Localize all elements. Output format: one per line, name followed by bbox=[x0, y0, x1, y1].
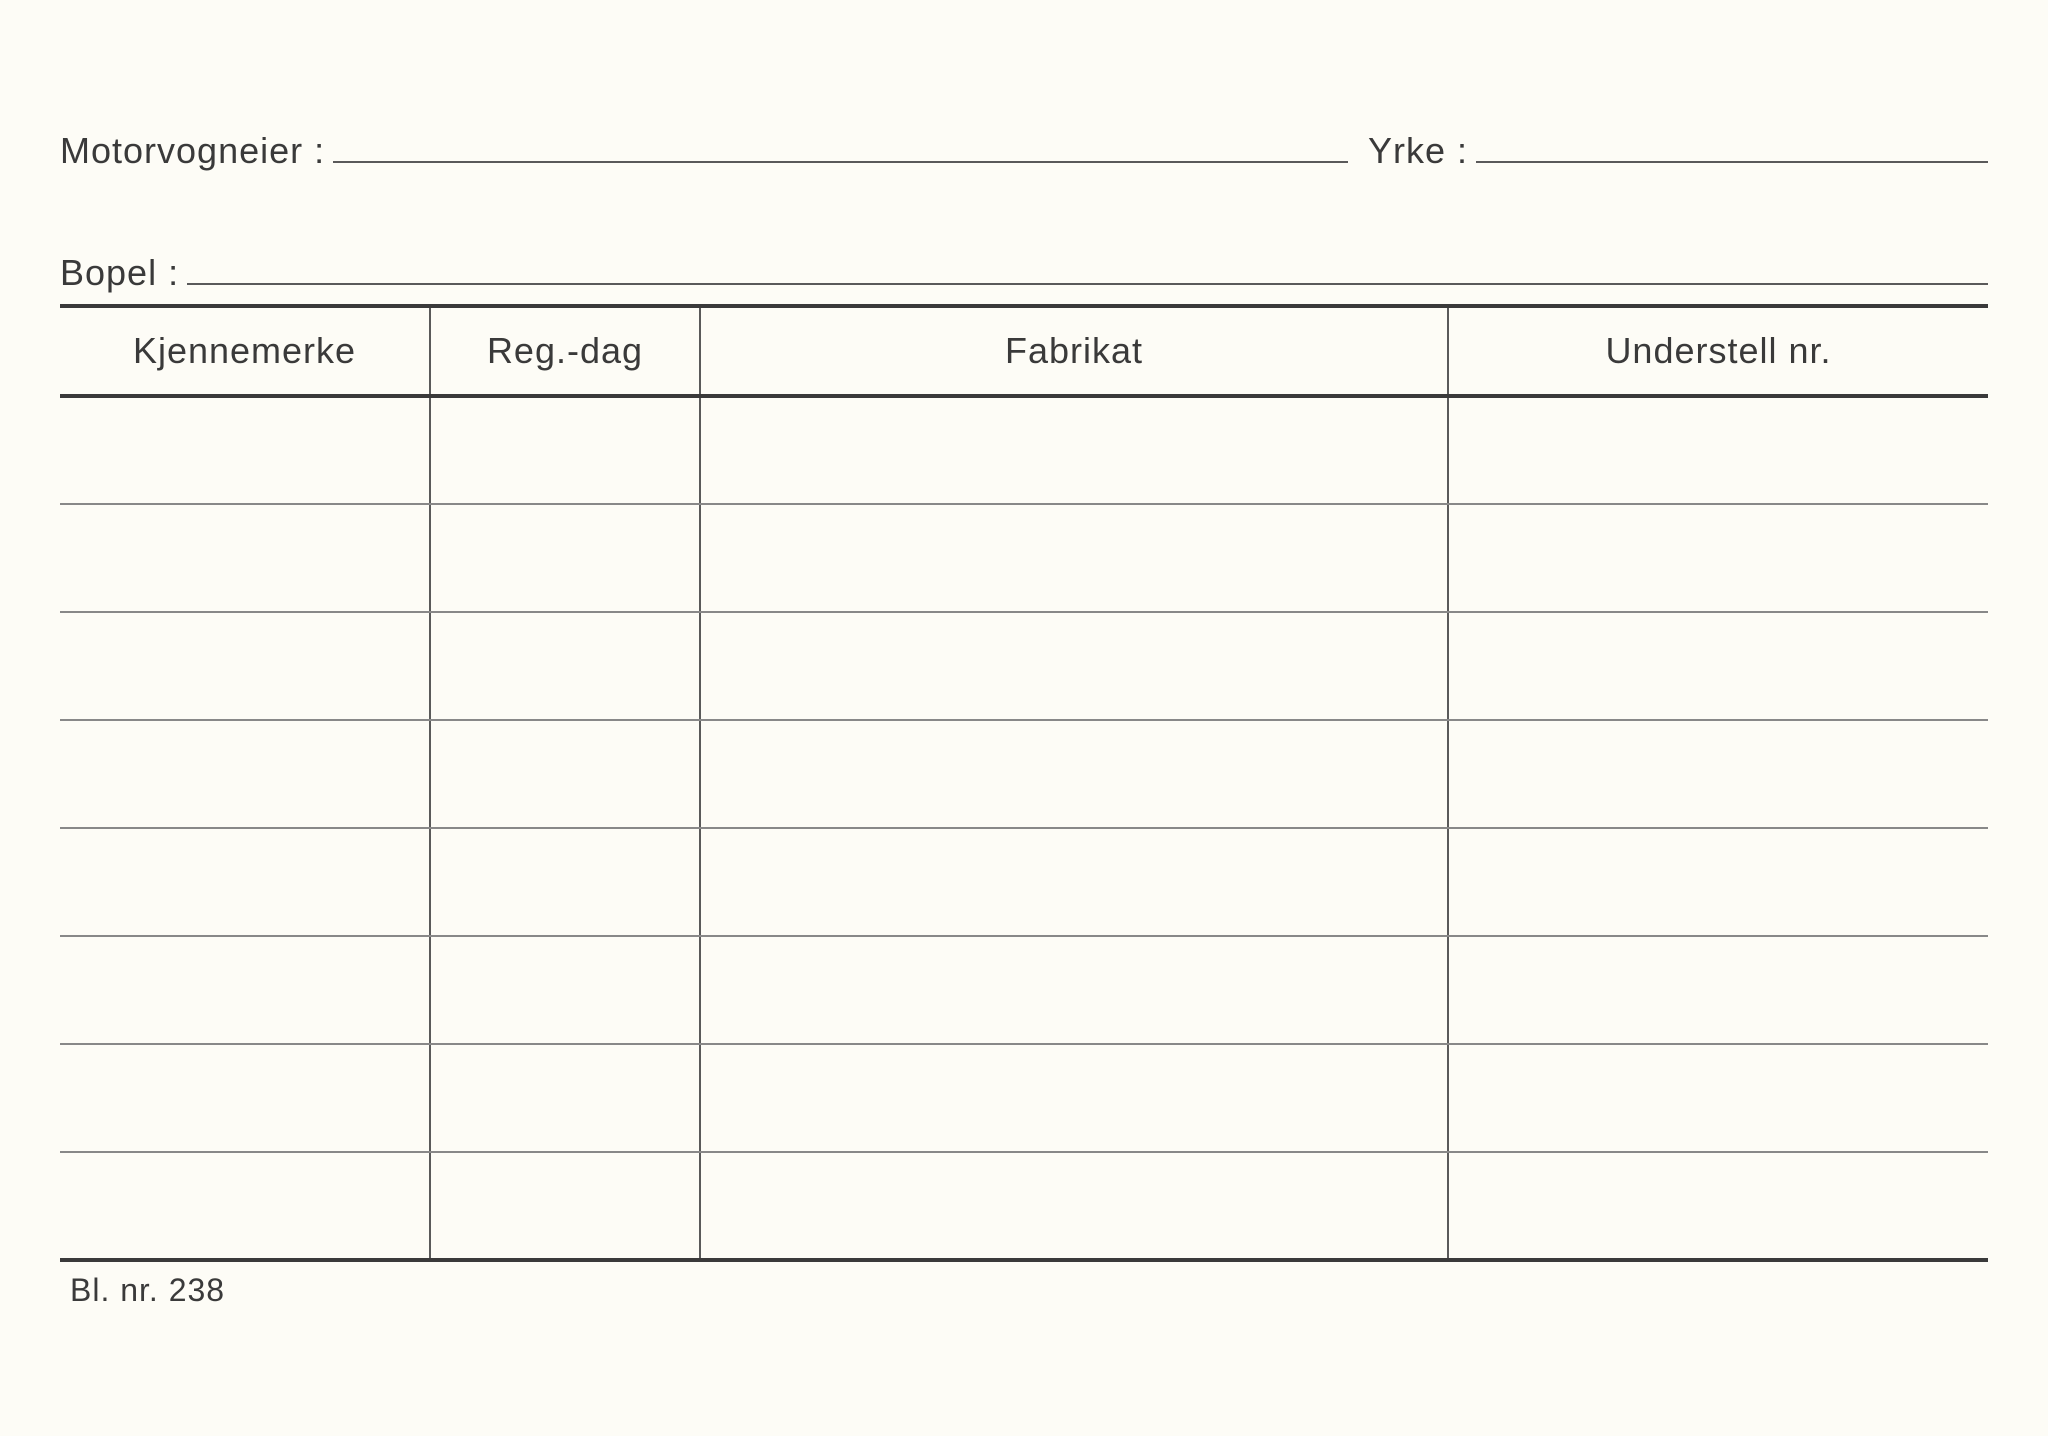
cell-understell bbox=[1448, 1152, 1988, 1260]
table-row bbox=[60, 504, 1988, 612]
col-header-regdag: Reg.-dag bbox=[430, 306, 700, 396]
col-header-kjennemerke: Kjennemerke bbox=[60, 306, 430, 396]
table-body bbox=[60, 396, 1988, 1260]
cell-kjennemerke bbox=[60, 504, 430, 612]
cell-kjennemerke bbox=[60, 1152, 430, 1260]
cell-fabrikat bbox=[700, 504, 1448, 612]
table-row bbox=[60, 612, 1988, 720]
cell-kjennemerke bbox=[60, 720, 430, 828]
cell-kjennemerke bbox=[60, 396, 430, 504]
cell-fabrikat bbox=[700, 1044, 1448, 1152]
cell-understell bbox=[1448, 936, 1988, 1044]
motorvogneier-label: Motorvogneier : bbox=[60, 130, 333, 172]
yrke-label: Yrke : bbox=[1368, 130, 1476, 172]
table-row bbox=[60, 828, 1988, 936]
cell-understell bbox=[1448, 828, 1988, 936]
motorvogneier-field: Motorvogneier : bbox=[60, 130, 1348, 172]
cell-regdag bbox=[430, 936, 700, 1044]
cell-regdag bbox=[430, 396, 700, 504]
cell-regdag bbox=[430, 1044, 700, 1152]
cell-understell bbox=[1448, 1044, 1988, 1152]
cell-fabrikat bbox=[700, 936, 1448, 1044]
cell-fabrikat bbox=[700, 396, 1448, 504]
cell-kjennemerke bbox=[60, 612, 430, 720]
table-row bbox=[60, 1044, 1988, 1152]
bopel-line bbox=[187, 257, 1988, 285]
table-row bbox=[60, 720, 1988, 828]
form-number: Bl. nr. 238 bbox=[70, 1272, 1988, 1309]
table-header-row: Kjennemerke Reg.-dag Fabrikat Understell… bbox=[60, 306, 1988, 396]
cell-understell bbox=[1448, 504, 1988, 612]
bopel-label: Bopel : bbox=[60, 252, 187, 294]
cell-kjennemerke bbox=[60, 828, 430, 936]
bopel-field: Bopel : bbox=[60, 252, 1988, 294]
cell-fabrikat bbox=[700, 612, 1448, 720]
cell-regdag bbox=[430, 720, 700, 828]
registration-card: Motorvogneier : Yrke : Bopel : Kjennemer… bbox=[30, 30, 2018, 1406]
table-row bbox=[60, 396, 1988, 504]
cell-regdag bbox=[430, 504, 700, 612]
col-header-understell: Understell nr. bbox=[1448, 306, 1988, 396]
motorvogneier-line bbox=[333, 135, 1348, 163]
cell-regdag bbox=[430, 612, 700, 720]
yrke-field: Yrke : bbox=[1368, 130, 1988, 172]
cell-fabrikat bbox=[700, 828, 1448, 936]
cell-fabrikat bbox=[700, 1152, 1448, 1260]
top-field-row: Motorvogneier : Yrke : bbox=[60, 130, 1988, 172]
yrke-line bbox=[1476, 135, 1988, 163]
cell-regdag bbox=[430, 1152, 700, 1260]
vehicle-table: Kjennemerke Reg.-dag Fabrikat Understell… bbox=[60, 304, 1988, 1262]
cell-kjennemerke bbox=[60, 936, 430, 1044]
cell-understell bbox=[1448, 396, 1988, 504]
cell-regdag bbox=[430, 828, 700, 936]
col-header-fabrikat: Fabrikat bbox=[700, 306, 1448, 396]
cell-understell bbox=[1448, 612, 1988, 720]
table-row bbox=[60, 936, 1988, 1044]
cell-fabrikat bbox=[700, 720, 1448, 828]
cell-kjennemerke bbox=[60, 1044, 430, 1152]
table-row bbox=[60, 1152, 1988, 1260]
cell-understell bbox=[1448, 720, 1988, 828]
